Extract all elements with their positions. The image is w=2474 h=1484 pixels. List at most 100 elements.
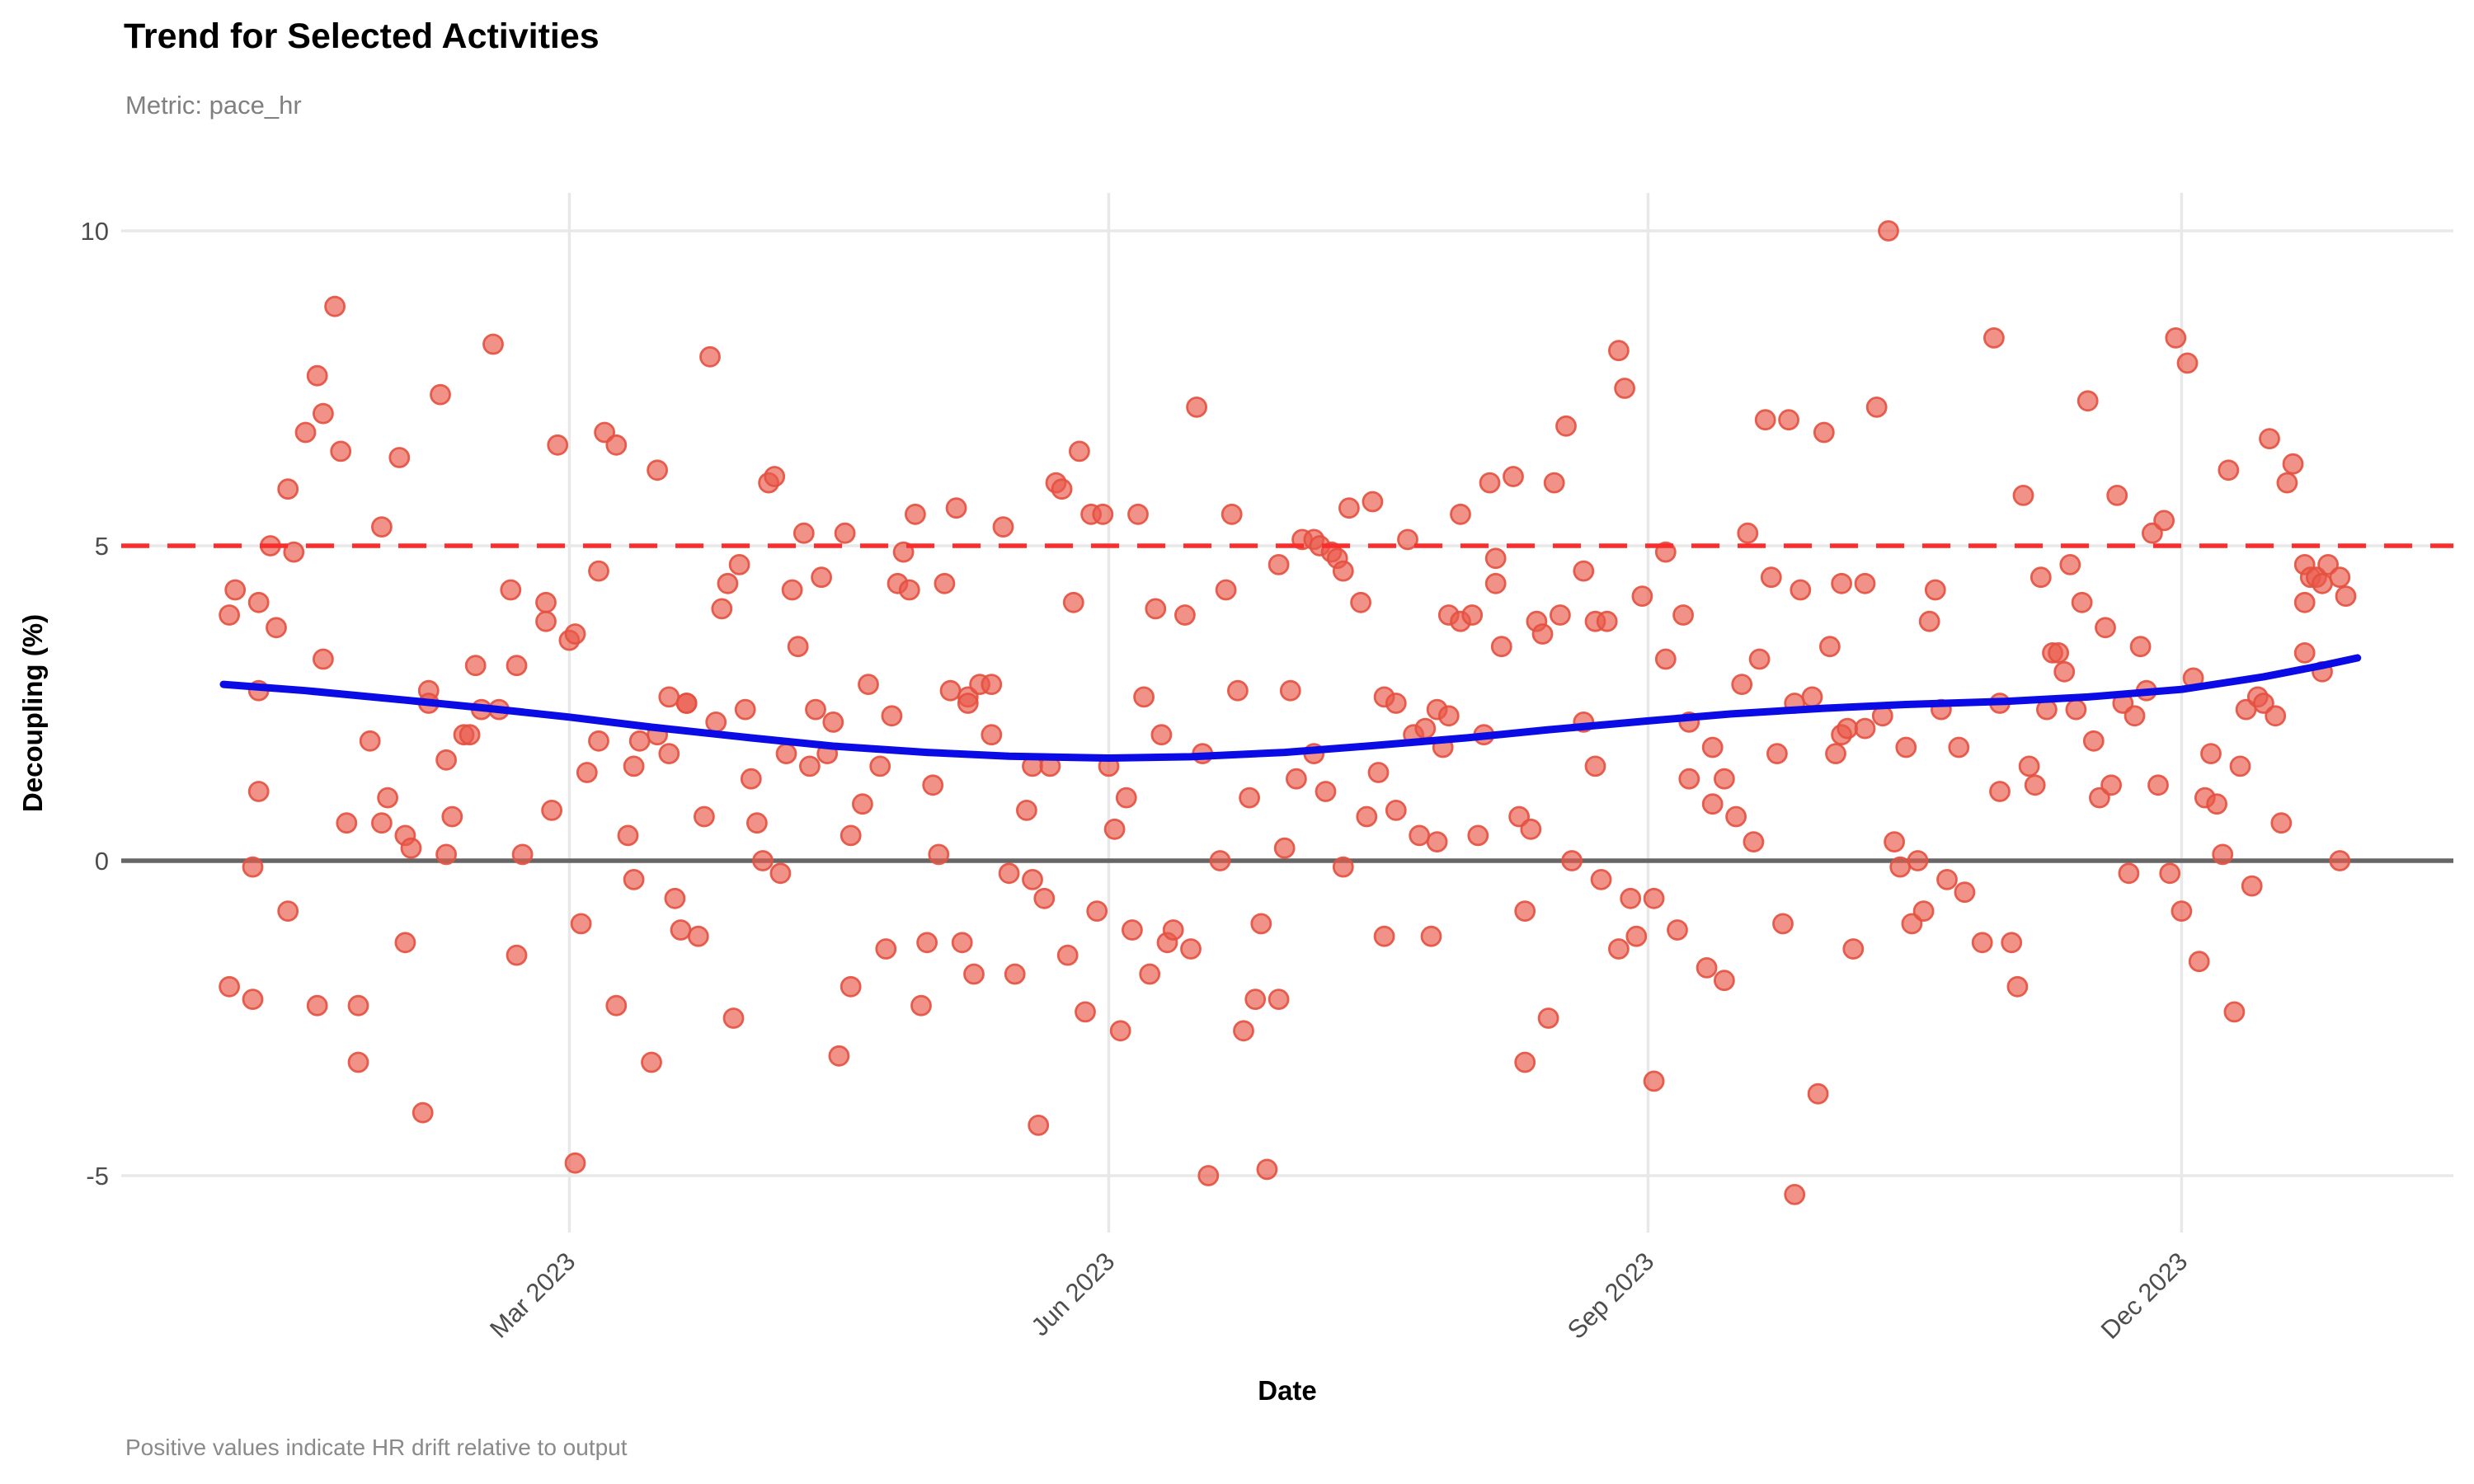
scatter-point — [1643, 887, 1665, 909]
scatter-point — [1244, 989, 1267, 1010]
scatter-point — [1631, 585, 1653, 607]
scatter-point — [1150, 724, 1173, 746]
scatter-point — [939, 679, 962, 702]
scatter-point — [1807, 1082, 1829, 1105]
scatter-point — [1907, 850, 1929, 871]
scatter-point — [1268, 554, 1290, 575]
scatter-point — [1139, 963, 1161, 985]
scatter-point — [2012, 485, 2034, 506]
scatter-point — [922, 774, 944, 796]
scatter-point — [2241, 875, 2263, 897]
scatter-point — [370, 812, 393, 834]
scatter-point — [2282, 453, 2304, 475]
scatter-point — [658, 686, 680, 708]
scatter-point — [1936, 869, 1958, 890]
scatter-point — [500, 579, 522, 601]
scatter-point — [1584, 755, 1606, 777]
scatter-point — [1884, 831, 1906, 852]
scatter-point — [1250, 913, 1272, 935]
scatter-point — [1912, 900, 1935, 922]
scatter-point — [916, 932, 938, 954]
scatter-point — [2223, 1001, 2246, 1023]
scatter-point — [1145, 598, 1167, 620]
scatter-point — [1056, 944, 1079, 966]
scatter-point — [1608, 938, 1630, 960]
scatter-point — [1514, 900, 1536, 922]
scatter-point — [242, 989, 264, 1010]
scatter-point — [1837, 717, 1859, 740]
scatter-point — [981, 674, 1003, 695]
scatter-point — [722, 1007, 745, 1029]
scatter-point — [1397, 528, 1418, 551]
scatter-point — [564, 623, 586, 645]
scatter-point — [687, 925, 709, 947]
scatter-point — [775, 743, 797, 764]
x-axis-title: Date — [1258, 1375, 1317, 1406]
scatter-point — [1075, 1001, 1096, 1023]
scatter-point — [1461, 604, 1484, 626]
x-tick-label: Dec 2023 — [2095, 1247, 2194, 1345]
scatter-point — [1854, 717, 1876, 740]
scatter-point — [377, 787, 399, 809]
scatter-point — [294, 421, 317, 444]
scatter-point — [277, 478, 299, 500]
scatter-point — [1713, 970, 1735, 992]
scatter-point — [717, 572, 739, 594]
scatter-point — [1784, 1184, 1806, 1205]
scatter-point — [242, 856, 264, 878]
scatter-point — [910, 994, 932, 1017]
scatter-point — [1409, 824, 1431, 847]
scatter-point — [247, 781, 270, 802]
scatter-point — [1766, 743, 1788, 764]
scatter-point — [1338, 497, 1360, 519]
scatter-point — [617, 824, 639, 847]
scatter-point — [2265, 705, 2287, 727]
scatter-point — [647, 459, 668, 481]
scatter-point — [412, 1101, 434, 1124]
scatter-point — [1614, 378, 1635, 399]
scatter-point — [2059, 554, 2081, 575]
scatter-point — [981, 724, 1003, 746]
scatter-point — [283, 541, 305, 563]
scatter-point — [2329, 850, 2351, 871]
scatter-point — [1643, 1070, 1665, 1092]
scatter-point — [623, 755, 645, 777]
scatter-point — [2006, 975, 2029, 998]
scatter-point — [1373, 925, 1395, 947]
scatter-point — [805, 698, 826, 721]
scatter-point — [1713, 768, 1735, 790]
scatter-point — [2206, 793, 2228, 815]
scatter-point — [1062, 591, 1084, 613]
chart-subtitle: Metric: pace_hr — [125, 91, 302, 120]
scatter-point — [388, 447, 411, 468]
scatter-point — [605, 434, 628, 456]
scatter-point — [1596, 610, 1618, 632]
scatter-point — [852, 793, 873, 815]
scatter-point — [858, 674, 879, 695]
scatter-point — [787, 636, 809, 658]
scatter-point — [347, 1051, 369, 1073]
chart-caption: Positive values indicate HR drift relati… — [125, 1435, 628, 1460]
scatter-point — [564, 1152, 586, 1174]
scatter-point — [2229, 755, 2251, 777]
scatter-point — [898, 579, 920, 601]
scatter-point — [1484, 547, 1507, 570]
scatter-point — [1760, 566, 1782, 589]
scatter-point — [2129, 636, 2152, 658]
scatter-point — [2176, 352, 2199, 374]
scatter-point — [2200, 743, 2222, 764]
scatter-point — [1854, 572, 1876, 594]
scatter-point — [266, 617, 287, 639]
scatter-point — [875, 938, 897, 960]
scatter-point — [1608, 340, 1630, 362]
scatter-point — [547, 434, 569, 456]
scatter-point — [2024, 774, 2046, 796]
scatter-point — [1426, 831, 1448, 852]
scatter-point — [1989, 781, 2011, 802]
scatter-point — [1086, 900, 1108, 922]
scatter-point — [570, 913, 592, 935]
scatter-point — [2147, 774, 2169, 796]
scatter-point — [1842, 938, 1865, 960]
scatter-point — [2335, 585, 2357, 607]
y-tick-label: 5 — [95, 532, 109, 561]
